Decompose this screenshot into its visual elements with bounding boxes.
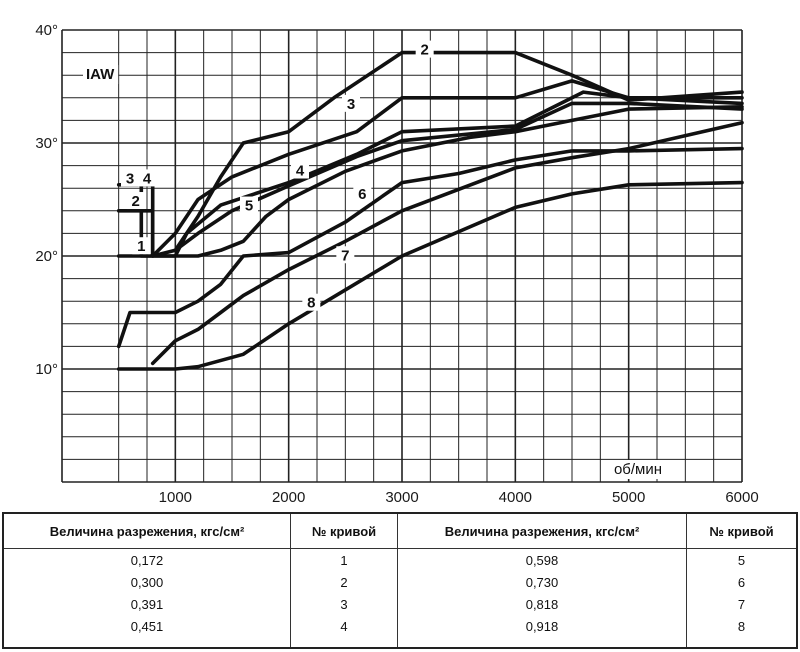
y-tick-label: 30° bbox=[35, 135, 58, 152]
axis-ticks: 1000 2000 3000 4000 5000 6000 10° 20° 30° 40° bbox=[35, 22, 758, 506]
y-tick-label: 40° bbox=[35, 22, 58, 39]
vacuum-cell: 0,598 bbox=[397, 548, 687, 571]
curve-cell: 8 bbox=[686, 615, 798, 637]
curve-label-2: 2 bbox=[420, 42, 428, 59]
curve-label-bg bbox=[353, 185, 372, 203]
curve-label-4: 4 bbox=[296, 163, 305, 180]
x-tick-label: 1000 bbox=[159, 489, 192, 506]
curve-label-bg bbox=[342, 94, 360, 112]
x-unit-label: об/мин bbox=[614, 461, 662, 478]
empty-cell bbox=[686, 637, 798, 648]
vacuum-cell: 0,172 bbox=[2, 548, 291, 571]
curve-label-3: 3 bbox=[126, 170, 134, 187]
x-tick-label: 6000 bbox=[725, 489, 758, 506]
vacuum-cell: 0,918 bbox=[397, 615, 687, 637]
table-row: 0,172 1 0,598 5 bbox=[2, 548, 798, 571]
empty-cell bbox=[290, 637, 398, 648]
header-curve-right: № кривой bbox=[686, 512, 798, 549]
x-tick-label: 5000 bbox=[612, 489, 645, 506]
table-row: 0,391 3 0,818 7 bbox=[2, 593, 798, 615]
series-line-4 bbox=[139, 90, 744, 258]
vacuum-cell: 0,818 bbox=[397, 593, 687, 615]
y-unit-label-bg bbox=[83, 65, 119, 84]
curve-cell: 4 bbox=[290, 615, 398, 637]
curve-cell: 5 bbox=[686, 548, 798, 571]
legend-header-row: Величина разрежения, кгс/см² № кривой Ве… bbox=[2, 512, 798, 549]
vacuum-cell: 0,391 bbox=[2, 593, 291, 615]
curve-cell: 6 bbox=[686, 571, 798, 593]
x-unit-label-bg bbox=[610, 460, 666, 479]
table-row: 0,451 4 0,918 8 bbox=[2, 615, 798, 637]
series-line-5 bbox=[173, 101, 744, 253]
header-curve-left: № кривой bbox=[290, 512, 398, 549]
y-unit-label: IAW bbox=[86, 66, 115, 83]
curve-label-2: 2 bbox=[131, 193, 139, 210]
curve-label-bg bbox=[336, 246, 355, 264]
header-vacuum-right: Величина разрежения, кгс/см² bbox=[397, 512, 687, 549]
curve-label-bg bbox=[126, 192, 145, 210]
curve-label-8: 8 bbox=[307, 295, 315, 312]
y-tick-label: 10° bbox=[35, 361, 58, 378]
curve-cell: 2 bbox=[290, 571, 398, 593]
curve-label-bg bbox=[132, 237, 151, 255]
curve-label-bg bbox=[291, 161, 309, 179]
series-line-7 bbox=[150, 120, 744, 366]
curve-label-bg bbox=[121, 169, 139, 187]
curve-cell: 7 bbox=[686, 593, 798, 615]
curve-label-bg bbox=[240, 196, 258, 214]
series-line-1 bbox=[116, 105, 744, 258]
series-lines bbox=[116, 50, 744, 371]
curve-label-bg bbox=[302, 293, 321, 311]
curve-cell: 1 bbox=[290, 548, 398, 571]
empty-cell bbox=[397, 637, 687, 648]
vacuum-cell: 0,300 bbox=[2, 571, 291, 593]
curve-label-bg bbox=[138, 169, 156, 187]
series-line-8 bbox=[116, 180, 744, 371]
vacuum-cell: 0,451 bbox=[2, 615, 291, 637]
x-tick-label: 2000 bbox=[272, 489, 305, 506]
curve-cell: 3 bbox=[290, 593, 398, 615]
x-tick-label: 3000 bbox=[385, 489, 418, 506]
header-vacuum-left: Величина разрежения, кгс/см² bbox=[2, 512, 291, 549]
vacuum-legend-table: Величина разрежения, кгс/см² № кривой Ве… bbox=[2, 512, 798, 649]
curve-label-3: 3 bbox=[347, 96, 355, 113]
table-row: 0,300 2 0,730 6 bbox=[2, 571, 798, 593]
empty-cell bbox=[2, 637, 291, 648]
curve-label-4: 4 bbox=[143, 170, 152, 187]
x-tick-label: 4000 bbox=[499, 489, 532, 506]
curve-label-5: 5 bbox=[245, 198, 253, 215]
curve-label-bg bbox=[415, 40, 434, 58]
curve-label-6: 6 bbox=[358, 186, 366, 203]
vacuum-cell: 0,730 bbox=[397, 571, 687, 593]
series-line-6 bbox=[116, 146, 744, 349]
curve-label-1: 1 bbox=[137, 238, 145, 255]
y-tick-label: 20° bbox=[35, 248, 58, 265]
table-row-empty bbox=[2, 637, 798, 648]
curve-label-7: 7 bbox=[341, 247, 349, 264]
